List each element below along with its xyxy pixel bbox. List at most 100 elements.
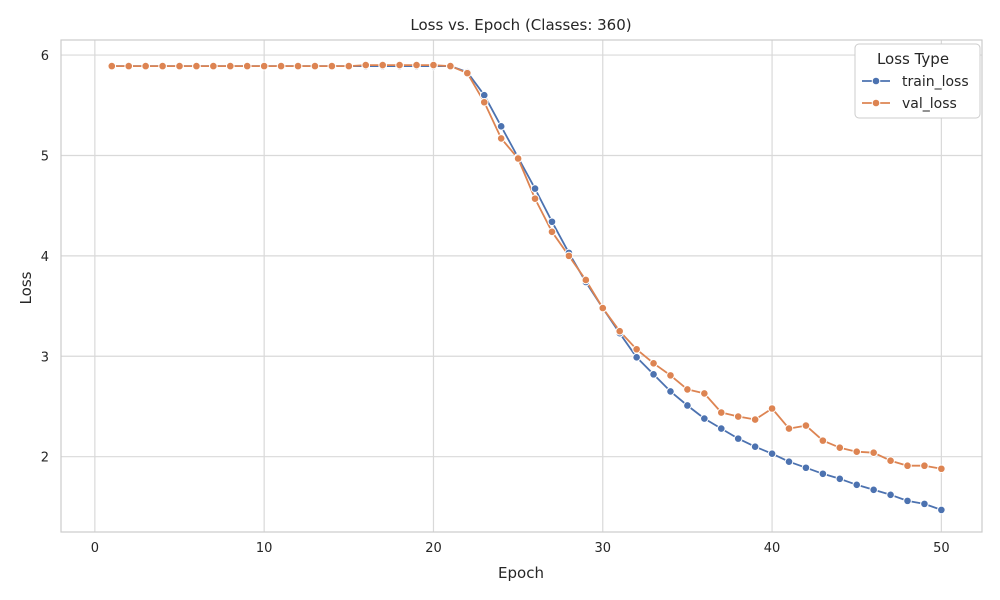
data-point bbox=[412, 60, 421, 70]
data-point bbox=[700, 389, 709, 398]
data-point bbox=[496, 134, 506, 143]
data-point bbox=[310, 61, 320, 71]
data-point bbox=[733, 434, 743, 443]
plot-frame bbox=[60, 39, 983, 533]
data-point bbox=[649, 370, 658, 379]
x-axis-ticks: 0 10 20 30 40 50 bbox=[91, 541, 950, 556]
data-point bbox=[920, 461, 929, 471]
chart-title: Loss vs. Epoch (Classes: 360) bbox=[410, 16, 631, 34]
y-tick-label: 4 bbox=[41, 250, 49, 265]
data-point bbox=[496, 122, 506, 131]
data-point bbox=[513, 154, 523, 163]
x-tick-label: 50 bbox=[933, 541, 950, 556]
legend: Loss Type train_loss val_loss bbox=[854, 43, 981, 119]
data-point bbox=[158, 61, 167, 71]
x-axis-label: Epoch bbox=[498, 564, 544, 582]
data-point bbox=[683, 385, 692, 394]
data-point bbox=[733, 412, 743, 421]
legend-title: Loss Type bbox=[877, 50, 949, 68]
data-point bbox=[175, 61, 184, 71]
data-point bbox=[852, 480, 862, 490]
data-point bbox=[903, 461, 912, 471]
legend-item-train_loss: train_loss bbox=[862, 74, 969, 90]
data-point bbox=[801, 421, 811, 430]
data-point bbox=[530, 194, 540, 203]
series-markers bbox=[107, 60, 946, 515]
data-point bbox=[920, 499, 929, 509]
grid bbox=[61, 40, 982, 532]
data-point bbox=[716, 424, 726, 433]
data-point bbox=[700, 414, 709, 423]
y-tick-label: 2 bbox=[41, 451, 49, 466]
data-point bbox=[141, 61, 150, 71]
data-point bbox=[209, 61, 218, 71]
y-axis-ticks: 2 3 4 5 6 bbox=[41, 49, 49, 466]
data-point bbox=[226, 61, 235, 71]
data-point bbox=[378, 60, 387, 70]
legend-label: val_loss bbox=[902, 96, 957, 112]
data-point bbox=[818, 469, 828, 479]
data-point bbox=[615, 326, 624, 336]
data-point bbox=[666, 387, 675, 396]
data-point bbox=[581, 275, 591, 285]
data-point bbox=[564, 251, 574, 261]
data-point bbox=[767, 449, 777, 458]
data-point bbox=[192, 61, 201, 71]
data-point bbox=[361, 60, 371, 70]
data-point bbox=[259, 61, 269, 71]
data-point bbox=[327, 61, 337, 71]
legend-item-val_loss: val_loss bbox=[862, 96, 957, 112]
x-tick-label: 40 bbox=[764, 541, 781, 556]
legend-label: train_loss bbox=[902, 74, 969, 90]
data-point bbox=[429, 60, 438, 70]
data-point bbox=[801, 463, 811, 473]
x-tick-label: 0 bbox=[91, 541, 99, 556]
legend-marker bbox=[871, 98, 881, 108]
legend-items: train_loss val_loss bbox=[862, 74, 969, 112]
legend-box bbox=[854, 43, 981, 119]
data-point bbox=[683, 401, 692, 410]
x-tick-label: 30 bbox=[594, 541, 611, 556]
data-point bbox=[869, 485, 878, 495]
data-point bbox=[886, 456, 895, 466]
data-point bbox=[530, 184, 540, 193]
data-point bbox=[835, 474, 845, 484]
data-point bbox=[869, 448, 878, 457]
data-point bbox=[767, 404, 777, 413]
data-point bbox=[124, 61, 134, 71]
legend-marker bbox=[871, 76, 881, 86]
data-point bbox=[784, 457, 794, 467]
data-point bbox=[479, 90, 489, 100]
y-tick-label: 5 bbox=[41, 149, 49, 164]
data-point bbox=[750, 442, 760, 451]
x-tick-label: 20 bbox=[425, 541, 442, 556]
y-tick-label: 6 bbox=[41, 49, 49, 64]
data-point bbox=[716, 408, 726, 417]
data-point bbox=[937, 464, 946, 474]
data-point bbox=[242, 61, 252, 71]
data-point bbox=[903, 496, 912, 506]
data-point bbox=[937, 505, 946, 515]
data-point bbox=[547, 217, 557, 227]
data-point bbox=[632, 352, 641, 362]
data-point bbox=[750, 415, 760, 424]
data-point bbox=[886, 490, 895, 500]
plot-area bbox=[61, 40, 982, 532]
data-point bbox=[293, 61, 303, 71]
data-point bbox=[395, 60, 404, 70]
x-tick-label: 10 bbox=[256, 541, 273, 556]
series-points-val_loss bbox=[107, 60, 946, 474]
data-point bbox=[479, 97, 489, 107]
data-point bbox=[276, 61, 286, 71]
data-point bbox=[598, 303, 608, 313]
data-point bbox=[446, 61, 455, 71]
data-point bbox=[666, 371, 675, 380]
data-point bbox=[835, 443, 845, 452]
data-point bbox=[649, 359, 658, 368]
data-point bbox=[344, 61, 354, 71]
data-point bbox=[632, 344, 641, 354]
data-point bbox=[818, 436, 828, 445]
y-tick-label: 3 bbox=[41, 350, 49, 365]
data-point bbox=[463, 68, 472, 78]
